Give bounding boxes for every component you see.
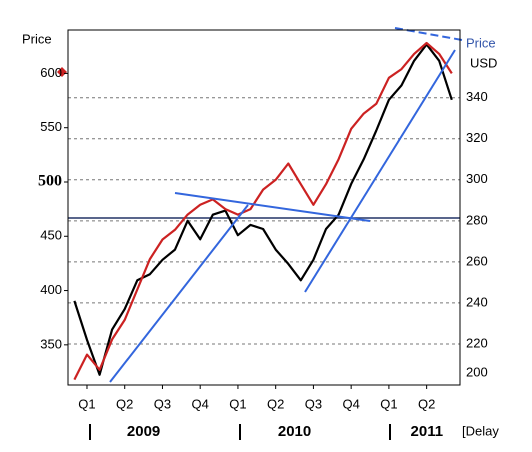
y-tick-label: 400 bbox=[40, 282, 62, 297]
series-line bbox=[73, 43, 453, 376]
y2-axis-unit: USD bbox=[470, 55, 497, 70]
y-tick-label: 350 bbox=[40, 336, 62, 351]
x-tick-label: Q3 bbox=[154, 396, 171, 411]
y2-tick-label: 280 bbox=[466, 212, 488, 227]
y2-tick-label: 200 bbox=[466, 364, 488, 379]
y-tick-label: 500 bbox=[38, 173, 62, 190]
x-tick-label: Q2 bbox=[267, 396, 284, 411]
year-label: 2009 bbox=[127, 423, 160, 440]
x-tick-label: Q1 bbox=[229, 396, 246, 411]
grid bbox=[68, 97, 460, 345]
y2-tick-label: 340 bbox=[466, 89, 488, 104]
trend-line bbox=[109, 204, 249, 383]
y-axis-title: Price bbox=[22, 31, 52, 46]
y-tick-label: 600 bbox=[40, 65, 62, 80]
x-tick-label: Q4 bbox=[342, 396, 359, 411]
y2-tick-label: 300 bbox=[466, 171, 488, 186]
x-tick-label: Q4 bbox=[192, 396, 209, 411]
x-tick-label: Q2 bbox=[418, 396, 435, 411]
y-tick-label: 550 bbox=[40, 119, 62, 134]
year-label: 2011 bbox=[411, 423, 444, 440]
x-tick-label: Q3 bbox=[305, 396, 322, 411]
series-line bbox=[73, 41, 453, 381]
plot-frame bbox=[67, 29, 461, 386]
y-tick-label: 450 bbox=[40, 228, 62, 243]
year-label: 2010 bbox=[278, 423, 311, 440]
x-tick-label: Q1 bbox=[78, 396, 95, 411]
y2-tick-label: 260 bbox=[466, 253, 488, 268]
x-tick-label: Q1 bbox=[380, 396, 397, 411]
y2-tick-label: 240 bbox=[466, 294, 488, 309]
trend-line bbox=[174, 192, 371, 222]
note: [Delay bbox=[462, 423, 499, 438]
y2-tick-label: 220 bbox=[466, 335, 488, 350]
x-tick-label: Q2 bbox=[116, 396, 133, 411]
year-separators bbox=[89, 424, 391, 440]
price-marker bbox=[57, 67, 67, 77]
y2-tick-label: 320 bbox=[466, 130, 488, 145]
series-layer bbox=[73, 41, 453, 381]
y2-axis-title: Price bbox=[466, 35, 496, 50]
trend-line bbox=[304, 49, 456, 293]
